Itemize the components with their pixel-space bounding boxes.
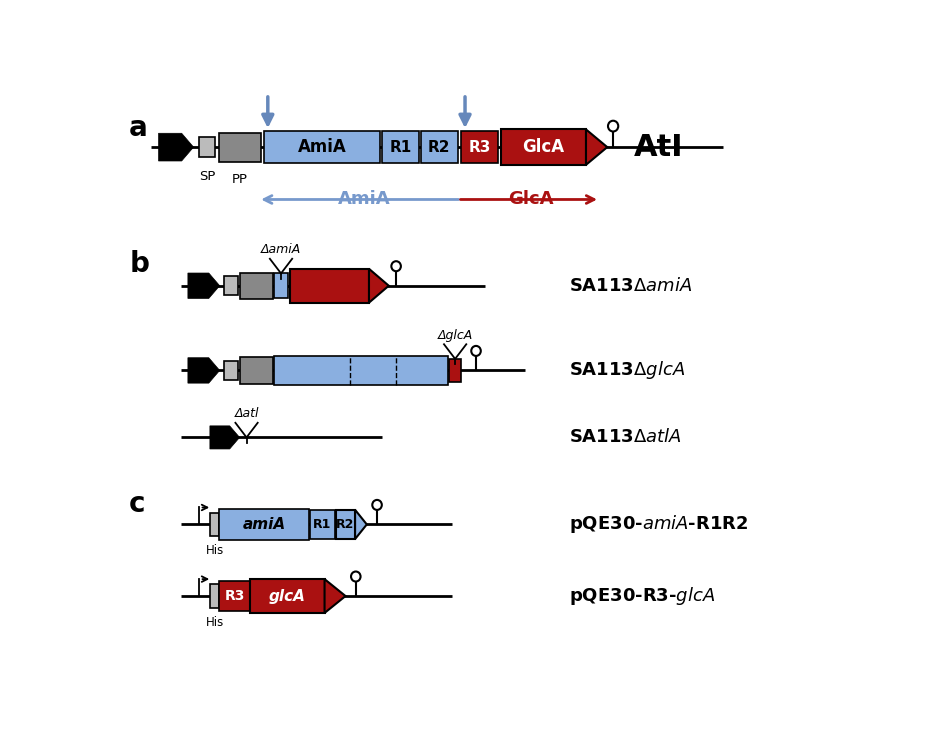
Text: SA113$\Delta$$\it{atlA}$: SA113$\Delta$$\it{atlA}$ [569, 428, 682, 447]
Bar [462, 131, 498, 163]
Bar [250, 579, 324, 613]
Text: Δatl: Δatl [235, 408, 259, 420]
Text: His: His [205, 616, 224, 629]
Bar [273, 274, 289, 298]
Bar [219, 509, 308, 539]
Text: SA113$\Delta$$\it{amiA}$: SA113$\Delta$$\it{amiA}$ [569, 277, 692, 295]
Bar [264, 131, 380, 163]
Text: R3: R3 [224, 589, 245, 603]
Text: ΔglcA: ΔglcA [437, 329, 473, 342]
Bar [219, 132, 261, 162]
Polygon shape [355, 509, 367, 539]
Polygon shape [188, 273, 219, 299]
Text: R2: R2 [429, 140, 450, 154]
Text: His: His [205, 545, 224, 558]
Text: PP: PP [232, 173, 248, 185]
Bar [224, 277, 238, 295]
Bar [501, 130, 586, 165]
Bar [421, 131, 458, 163]
Polygon shape [210, 426, 239, 449]
Text: pQE30-$\it{amiA}$-R1R2: pQE30-$\it{amiA}$-R1R2 [569, 513, 748, 535]
Text: ΔamiA: ΔamiA [261, 244, 301, 256]
Bar [210, 584, 219, 608]
Text: pQE30-R3-$\it{glcA}$: pQE30-R3-$\it{glcA}$ [569, 585, 715, 607]
Text: glcA: glcA [269, 589, 306, 604]
Text: GlcA: GlcA [508, 190, 553, 209]
Bar [336, 509, 355, 539]
Text: b: b [130, 250, 149, 277]
Polygon shape [159, 133, 194, 161]
Bar [309, 509, 335, 539]
Polygon shape [324, 579, 345, 613]
Text: R2: R2 [337, 518, 355, 531]
Text: AmiA: AmiA [298, 138, 346, 156]
Text: GlcA: GlcA [522, 138, 565, 156]
Bar [219, 580, 250, 611]
Text: AmiA: AmiA [339, 190, 391, 209]
Text: SP: SP [199, 171, 215, 183]
Text: SA113$\Delta$$\it{glcA}$: SA113$\Delta$$\it{glcA}$ [569, 359, 685, 381]
Bar [224, 361, 238, 380]
Text: R3: R3 [468, 140, 491, 154]
Text: AtI: AtI [634, 132, 683, 162]
Bar [273, 356, 448, 385]
Text: a: a [130, 114, 148, 142]
Text: c: c [130, 490, 146, 518]
Bar [199, 137, 215, 157]
Polygon shape [188, 358, 219, 383]
Bar [210, 513, 219, 536]
Polygon shape [369, 269, 389, 302]
Bar [289, 269, 369, 302]
Bar [240, 357, 273, 384]
Text: amiA: amiA [242, 517, 286, 532]
Bar [382, 131, 419, 163]
Polygon shape [586, 130, 607, 165]
Text: R1: R1 [390, 140, 412, 154]
Text: R1: R1 [313, 518, 332, 531]
Bar [240, 272, 273, 299]
Bar [449, 359, 462, 382]
